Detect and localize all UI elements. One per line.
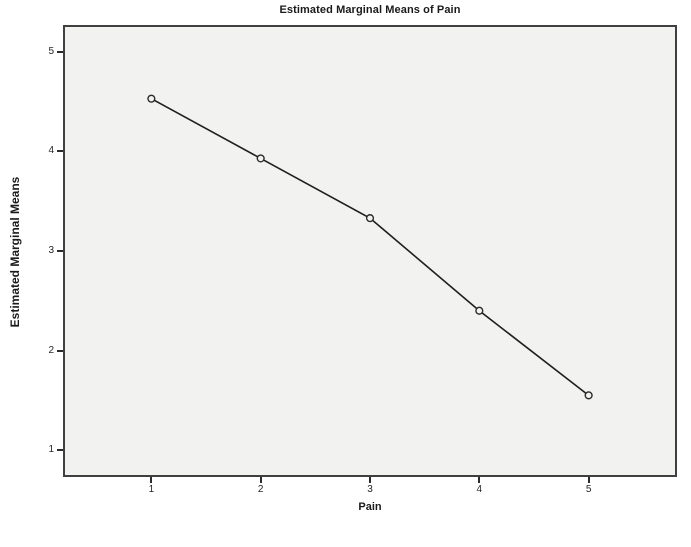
y-tick-label: 2: [48, 344, 54, 356]
x-tick-label: 2: [257, 484, 264, 495]
x-axis-title: Pain: [358, 501, 382, 513]
y-axis-tick: [57, 150, 63, 153]
y-axis-tick: [57, 250, 63, 252]
y-tick-label: 3: [48, 245, 54, 256]
y-tick-label: 1: [48, 444, 54, 456]
plot-area: [63, 25, 677, 477]
x-axis-tick: [150, 477, 153, 483]
y-axis-tick: [57, 50, 63, 53]
chart-svg: [147, 94, 593, 400]
x-tick-label: 5: [585, 484, 592, 495]
x-axis-tick: [259, 477, 262, 483]
x-tick-label: 3: [367, 484, 373, 495]
data-point-marker: [147, 94, 156, 103]
x-tick-label: 4: [476, 484, 483, 495]
data-point-marker: [365, 214, 375, 223]
data-point-marker: [256, 154, 265, 163]
y-axis-tick: [57, 449, 63, 452]
y-tick-label: 5: [48, 45, 54, 57]
y-axis-tick: [57, 349, 63, 352]
data-point-marker: [475, 306, 484, 315]
chart-title: Estimated Marginal Means of Pain: [279, 4, 461, 16]
y-axis-title: Estimated Marginal Means: [8, 176, 22, 328]
x-axis-tick: [478, 477, 481, 483]
x-tick-label: 1: [148, 484, 155, 495]
series-line: [150, 97, 590, 396]
x-axis-tick: [587, 477, 590, 483]
x-axis-tick: [369, 477, 371, 483]
data-point-marker: [584, 391, 593, 400]
y-tick-label: 4: [48, 145, 54, 157]
